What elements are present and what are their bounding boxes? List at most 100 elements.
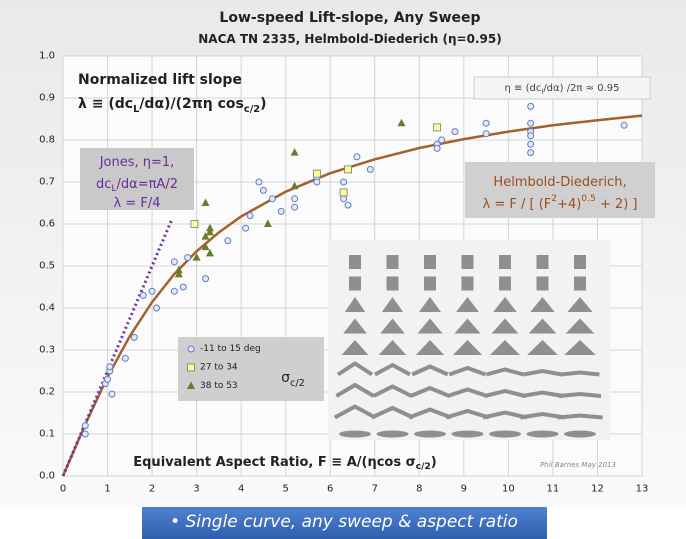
planform [484,388,526,398]
planform [376,430,409,438]
planform [499,276,511,291]
point [268,195,276,203]
legend-marker [187,381,195,389]
point [205,227,214,236]
planform [374,362,411,377]
planform [490,340,520,355]
point [482,119,490,127]
sweep-panel [328,240,610,440]
annotation: Equivalent Aspect Ratio, F ≡ A/(ηcos σc/… [133,455,436,473]
planform [448,365,487,377]
planform [489,430,521,438]
point [201,232,210,240]
annotation: dcL/dα=πA/2 [96,177,178,195]
planform [447,387,488,398]
planform [419,297,441,312]
annotation: Jones, η=1, [99,155,175,170]
point [620,121,628,129]
annotation-part: ) [431,455,437,470]
x-tick-label: 7 [372,484,378,495]
annotation: η ≡ (dcl/dα) /2π ≈ 0.95 [505,83,620,97]
hd-box [465,162,655,218]
point [397,118,406,127]
x-tick-label: 0 [60,484,66,495]
legend-box [178,337,324,401]
point [263,219,272,227]
point [104,375,112,383]
planform [386,255,399,269]
point [170,258,178,266]
planform [461,276,474,291]
annotation-part: l [541,88,543,96]
y-tick-label: 1.0 [39,51,55,62]
y-tick-label: 0.7 [39,177,55,188]
planform [574,276,586,291]
x-tick-label: 2 [149,484,155,495]
data [61,102,643,477]
annotation-part: σ [281,370,290,386]
point [366,165,374,173]
point [184,254,192,262]
annotation-part: 0.5 [581,194,595,204]
point [170,287,178,295]
y-tick-label: 0.2 [39,387,55,398]
planform [411,364,449,377]
annotation-part: L [111,184,117,194]
point [291,195,299,203]
planform [386,276,399,291]
planform [567,297,593,312]
x-tick-label: 13 [636,484,649,495]
point [438,136,446,144]
point [527,102,535,110]
y-tick-label: 0.8 [39,135,55,146]
x-tick-label: 4 [238,484,244,495]
planform [527,340,558,355]
annotation-part: Equivalent Aspect Ratio, F ≡ A/(ηcos σ [133,455,415,470]
point [192,253,201,261]
legend-label: 27 to 34 [200,363,238,373]
point [482,130,490,138]
annotation-part: + 2) ] [596,197,638,212]
point [527,132,535,140]
x-tick-label: 5 [283,484,289,495]
sweep-shapes [333,255,603,438]
x-tick-label: 1 [104,484,110,495]
planform [482,410,528,420]
eta-box [473,76,651,100]
point [313,178,321,186]
annotation-part: +4) [557,197,581,212]
point [202,275,210,283]
annotation-part: ) [260,96,266,112]
annotation: λ = F/4 [114,196,161,211]
planform [333,404,377,420]
planform [414,430,446,438]
annotation-part: /dα=πA/2 [117,177,178,192]
y-tick-label: 0.6 [39,219,55,230]
point [201,198,210,206]
planform [378,340,407,355]
annotation-part: Helmbold-Diederich, [493,175,626,190]
point [108,390,116,398]
point [340,195,348,203]
annotation-part: 2 [551,194,557,204]
planform [381,297,404,312]
legend-marker [187,363,195,372]
annotation-part: c/2 [416,462,431,472]
chart-title: Low-speed Lift-slope, Any Sweep [219,10,480,26]
point [174,265,183,274]
planform [493,297,517,312]
planform [336,361,374,377]
planform [564,340,596,355]
point [255,178,263,186]
point [527,140,535,148]
annotation-part: L [133,104,139,115]
point [259,186,267,194]
point [527,119,535,127]
y-tick-label: 0.5 [39,261,55,272]
planform [528,318,557,334]
planform [415,340,445,355]
point [205,223,214,232]
y-tick-label: 0.1 [39,429,55,440]
x-tick-label: 11 [547,484,560,495]
planform [558,391,602,398]
